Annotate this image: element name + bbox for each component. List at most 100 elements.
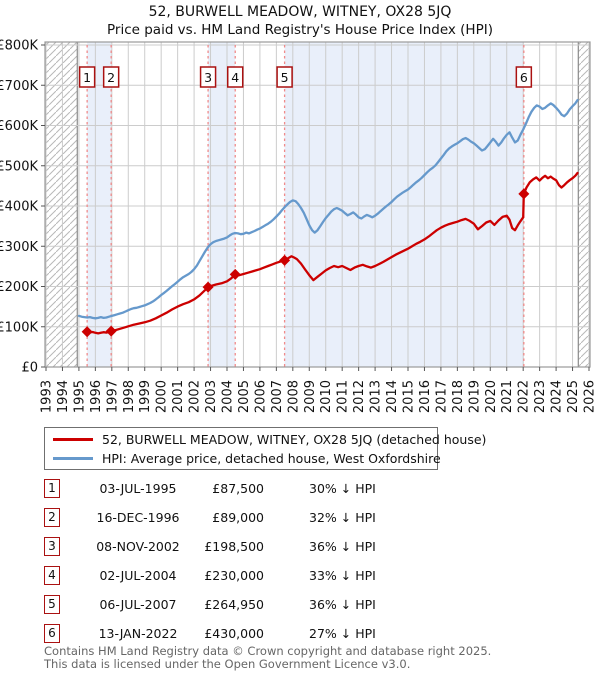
y-axis-tick-label: £500K	[0, 159, 38, 174]
x-axis-tick-label: 2007	[270, 380, 285, 413]
x-axis-tick-label: 1999	[138, 380, 153, 413]
sale-marker-number: 5	[281, 70, 289, 85]
transaction-number-badge: 3	[44, 536, 60, 556]
sale-marker-number: 1	[83, 70, 91, 85]
transaction-hpi-delta: 32% ↓ HPI	[309, 509, 376, 525]
x-axis-tick-label: 2011	[336, 380, 351, 413]
sale-point-marker	[229, 268, 241, 280]
future-past-hatch	[46, 42, 78, 367]
x-axis-tick-label: 2009	[303, 380, 318, 413]
transaction-hpi-delta: 36% ↓ HPI	[309, 596, 376, 612]
transaction-price: £89,000	[212, 509, 264, 525]
sale-point-marker	[105, 325, 117, 337]
legend-item-hpi: HPI: Average price, detached house, West…	[45, 450, 441, 467]
y-axis-tick-label: £800K	[0, 39, 38, 54]
x-axis-tick-label: 2015	[402, 380, 417, 413]
transaction-date: 06-JUL-2007	[99, 596, 177, 612]
sale-marker-number: 4	[231, 70, 239, 85]
x-axis-tick-label: 2013	[369, 380, 384, 413]
ownership-band	[284, 42, 524, 367]
transaction-date: 16-DEC-1996	[96, 509, 180, 525]
sale-point-marker	[518, 188, 530, 200]
x-axis-tick-label: 2026	[583, 380, 598, 413]
x-axis-tick-label: 2018	[451, 380, 466, 413]
y-axis-tick-label: £400K	[0, 200, 38, 215]
hpi-line-series	[77, 98, 579, 320]
transaction-number-badge: 1	[44, 478, 60, 498]
footer-line-1: Contains HM Land Registry data © Crown c…	[44, 644, 492, 658]
y-axis-tick-label: £700K	[0, 79, 38, 94]
x-axis-tick-label: 2003	[204, 380, 219, 413]
x-axis-tick-label: 2021	[500, 380, 515, 413]
sale-point-marker	[279, 254, 291, 266]
table-row: 5 06-JUL-2007 £264,950 36% ↓ HPI	[44, 594, 439, 614]
x-axis-tick-label: 1996	[89, 380, 104, 413]
y-axis-tick-label: £200K	[0, 280, 38, 295]
price-paid-line-sample	[53, 437, 93, 441]
sale-marker-box	[226, 66, 244, 88]
x-axis-tick-label: 2022	[517, 380, 532, 413]
footer-line-2: This data is licensed under the Open Gov…	[44, 656, 411, 671]
series-layer	[77, 98, 579, 335]
x-axis-tick-label: 2001	[171, 380, 186, 413]
price-paid-series	[85, 171, 579, 335]
out-of-range-hatch-layer	[46, 42, 589, 367]
x-axis-tick-label: 2005	[237, 380, 252, 413]
table-row: 2 16-DEC-1996 £89,000 32% ↓ HPI	[44, 507, 439, 527]
license-footer: Contains HM Land Registry data © Crown c…	[44, 645, 584, 670]
transaction-price: £230,000	[204, 567, 264, 583]
x-axis-tick-label: 2010	[319, 380, 334, 413]
x-axis-tick-label: 2004	[221, 380, 236, 413]
table-row: 6 13-JAN-2022 £430,000 27% ↓ HPI	[44, 623, 439, 643]
hpi-line-sample	[53, 456, 93, 460]
x-axis-tick-label: 2019	[467, 380, 482, 413]
x-axis-tick-label: 1994	[56, 380, 71, 413]
future-past-hatch	[578, 42, 589, 367]
sale-point-marker	[202, 281, 214, 293]
legend-item-price-paid: 52, BURWELL MEADOW, WITNEY, OX28 5JQ (de…	[45, 431, 486, 448]
table-row: 1 03-JUL-1995 £87,500 30% ↓ HPI	[44, 478, 439, 498]
ownership-band	[208, 42, 236, 367]
page-title: 52, BURWELL MEADOW, WITNEY, OX28 5JQ	[148, 4, 452, 20]
transaction-number-badge: 2	[44, 507, 60, 527]
sale-marker-number: 3	[204, 70, 212, 85]
sale-marker-box	[102, 66, 120, 88]
table-row: 4 02-JUL-2004 £230,000 33% ↓ HPI	[44, 565, 439, 585]
transaction-number-badge: 5	[44, 594, 60, 614]
sale-marker-number: 6	[520, 70, 528, 85]
x-axis-tick-label: 1997	[105, 380, 120, 413]
x-axis-tick-label: 2016	[418, 380, 433, 413]
x-axis-tick-label: 2000	[155, 380, 170, 413]
page-subtitle: Price paid vs. HM Land Registry's House …	[107, 22, 493, 38]
sale-point-marker	[81, 326, 93, 338]
x-axis-tick-label: 2020	[484, 380, 499, 413]
transaction-price: £87,500	[212, 480, 264, 496]
x-axis-tick-label: 1995	[72, 380, 87, 413]
legend-label: HPI: Average price, detached house, West…	[102, 450, 441, 466]
transaction-hpi-delta: 27% ↓ HPI	[309, 625, 376, 641]
transaction-price: £198,500	[204, 538, 264, 554]
ownership-bands-layer	[87, 42, 524, 367]
sale-marker-box	[199, 66, 217, 88]
transaction-date: 13-JAN-2022	[98, 625, 178, 641]
y-axis-tick-label: £0	[21, 361, 38, 376]
x-axis-tick-label: 2014	[385, 380, 400, 413]
x-axis-tick-label: 2025	[566, 380, 581, 413]
x-axis-tick-label: 1993	[40, 380, 55, 413]
x-axis-tick-label: 2006	[253, 380, 268, 413]
transaction-number-badge: 6	[44, 623, 60, 643]
x-axis-tick-label: 2012	[352, 380, 367, 413]
grid-layer	[44, 41, 591, 368]
sale-marker-box	[276, 66, 293, 88]
legend-label: 52, BURWELL MEADOW, WITNEY, OX28 5JQ (de…	[102, 431, 487, 447]
sale-marker-box	[78, 66, 96, 88]
x-axis-tick-label: 1998	[122, 380, 137, 413]
ownership-band	[87, 42, 112, 367]
transaction-hpi-delta: 36% ↓ HPI	[309, 538, 376, 554]
chart-legend: 52, BURWELL MEADOW, WITNEY, OX28 5JQ (de…	[44, 427, 486, 470]
sale-marker-number: 2	[107, 70, 115, 85]
transaction-number-badge: 4	[44, 565, 60, 585]
x-axis-tick-label: 2017	[434, 380, 449, 413]
transaction-date: 03-JUL-1995	[99, 480, 177, 496]
